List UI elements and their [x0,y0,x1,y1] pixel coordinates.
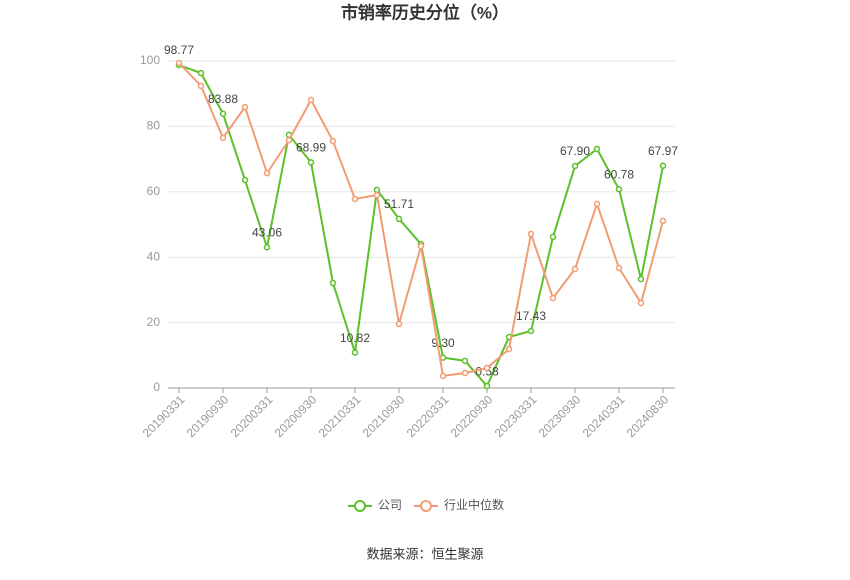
legend-marker [420,500,432,512]
point [373,191,381,199]
y-tick-label: 20 [147,315,161,329]
source: 数据来源：恒生聚源 [366,546,483,561]
y-tick-label: 80 [147,119,161,133]
point [461,369,469,377]
x-tick-label: 20240331 [580,392,628,440]
data-label: 9.30 [431,336,455,350]
point [549,233,557,241]
point [659,217,667,225]
data-label: 43.06 [252,225,282,239]
point [351,349,359,356]
data-label: 51.71 [384,197,414,211]
chart-title: 市销率历史分位（%） [341,2,509,22]
series-line [178,62,664,378]
point [593,200,601,208]
point [615,185,623,193]
data-label: 10.82 [340,331,370,345]
data-label: 83.88 [208,92,238,106]
x-tick-label: 20220930 [448,392,496,440]
point [593,145,601,153]
point [461,357,469,365]
point [351,195,359,203]
y-tick-label: 60 [147,184,161,198]
point [307,159,315,166]
data-label: 98.77 [164,43,194,57]
point [219,134,227,142]
x-tick-label: 20190930 [184,392,232,440]
x-tick-label: 20240830 [624,392,672,440]
x-tick-label: 20210930 [360,392,408,440]
point [263,169,271,177]
x-tick-label: 20200930 [272,392,320,440]
point [395,320,403,328]
point [329,137,337,145]
point [285,136,293,144]
point [527,327,535,335]
point [241,176,249,184]
y-tick-label: 0 [153,380,160,394]
point [637,275,645,283]
data-label: 60.78 [604,167,634,181]
point [505,345,513,353]
x-tick-label: 20230930 [536,392,584,440]
legend-label: 公司 [378,498,402,512]
point [395,215,403,223]
point [483,364,491,372]
point [439,372,447,380]
data-label: 67.90 [560,144,590,158]
point [219,110,227,117]
data-label: 67.97 [648,144,678,158]
y-tick-label: 100 [140,53,160,67]
point [615,264,623,272]
x-tick-label: 20210331 [316,392,364,440]
x-tick-label: 20230331 [492,392,540,440]
point [637,299,645,307]
point [571,162,579,170]
point [571,265,579,273]
point [659,162,667,169]
legend-label: 行业中位数 [444,497,504,512]
legend-marker [354,500,366,512]
x-tick-label: 20190331 [140,392,188,440]
x-tick-label: 20220331 [404,392,452,440]
point [197,69,205,77]
point [175,59,183,67]
point [197,82,205,90]
point [241,103,249,111]
point [263,243,271,251]
y-tick-label: 40 [147,249,161,263]
point [439,354,447,361]
point [307,96,315,104]
point [549,294,557,302]
point [527,230,535,238]
data-label: 68.99 [296,141,326,155]
data-label: 17.43 [516,309,546,323]
point [483,382,491,390]
point [417,242,425,250]
point [329,279,337,287]
x-tick-label: 20200331 [228,392,276,440]
point [373,186,381,194]
